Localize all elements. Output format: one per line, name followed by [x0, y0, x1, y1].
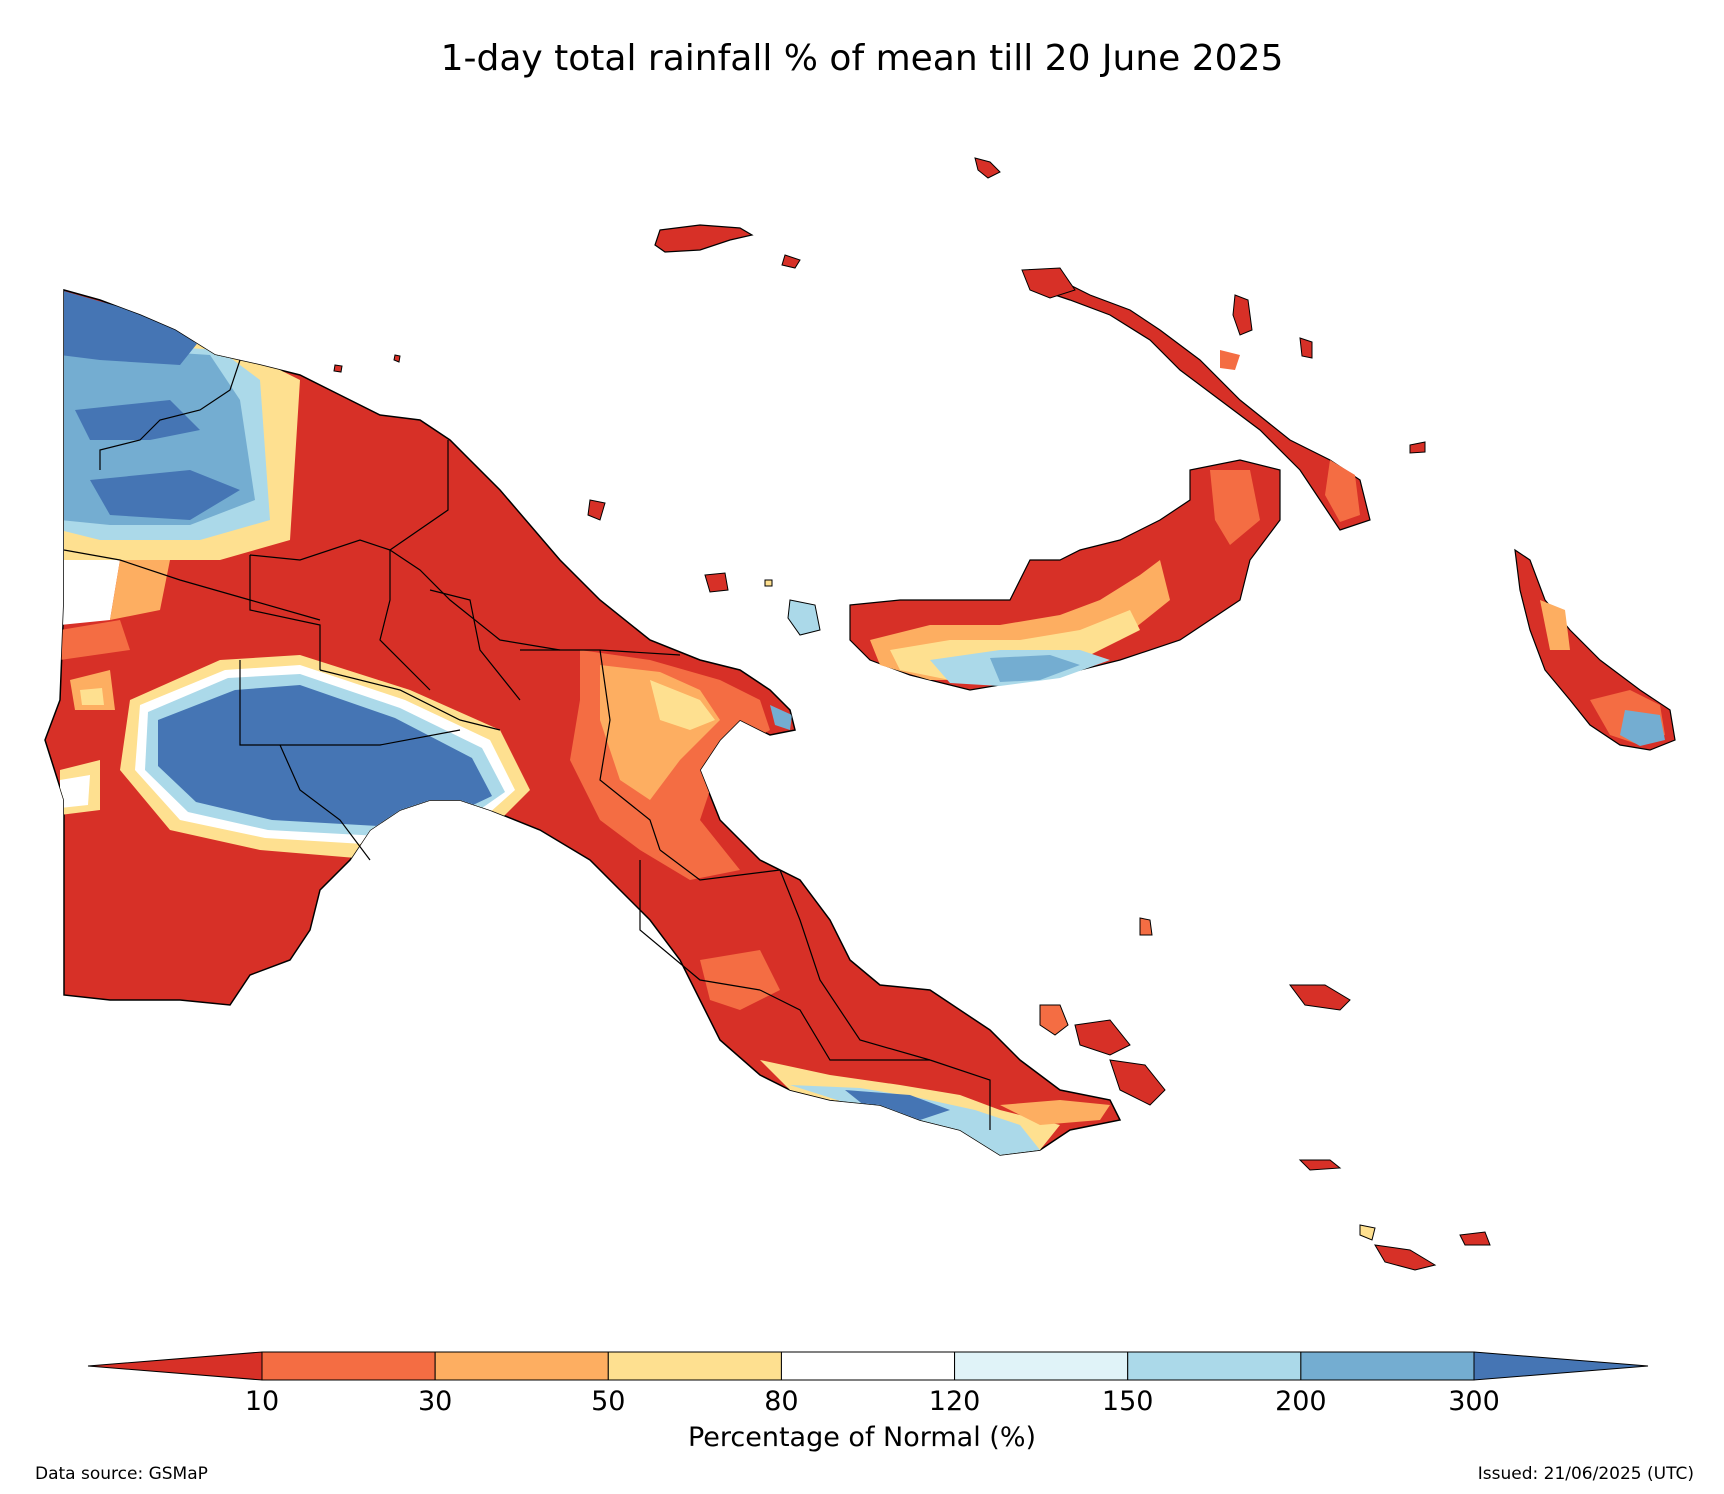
data-source: Data source: GSMaP — [35, 1464, 208, 1484]
colorbar-tick-label: 30 — [417, 1386, 453, 1417]
colorbar-segment — [261, 1351, 436, 1381]
colorbar-tick-label: 120 — [928, 1386, 981, 1417]
colorbar-segment — [780, 1351, 956, 1381]
issued-date: Issued: 21/06/2025 (UTC) — [1477, 1464, 1694, 1484]
colorbar-segment — [434, 1351, 609, 1381]
colorbar-segment — [954, 1351, 1129, 1381]
colorbar-extend-low — [87, 1351, 263, 1381]
colorbar-tick-label: 150 — [1101, 1386, 1154, 1417]
colorbar-tick-label: 10 — [244, 1386, 280, 1417]
colorbar-segment — [1127, 1351, 1302, 1381]
colorbar-tick-label: 300 — [1448, 1386, 1500, 1417]
colorbar-label: Percentage of Normal (%) — [687, 1422, 1037, 1453]
colorbar-extend-high — [1473, 1351, 1649, 1381]
map-title: 1-day total rainfall % of mean till 20 J… — [440, 38, 1284, 79]
colorbar-segment — [1300, 1351, 1475, 1381]
manus-island — [654, 224, 754, 253]
colorbar-tick-label: 80 — [764, 1386, 799, 1417]
province-borders — [63, 359, 991, 1130]
colorbar-tick-label: 200 — [1275, 1386, 1327, 1417]
colorbar-segment — [607, 1351, 782, 1381]
colorbar-tick-label: 50 — [591, 1386, 626, 1417]
